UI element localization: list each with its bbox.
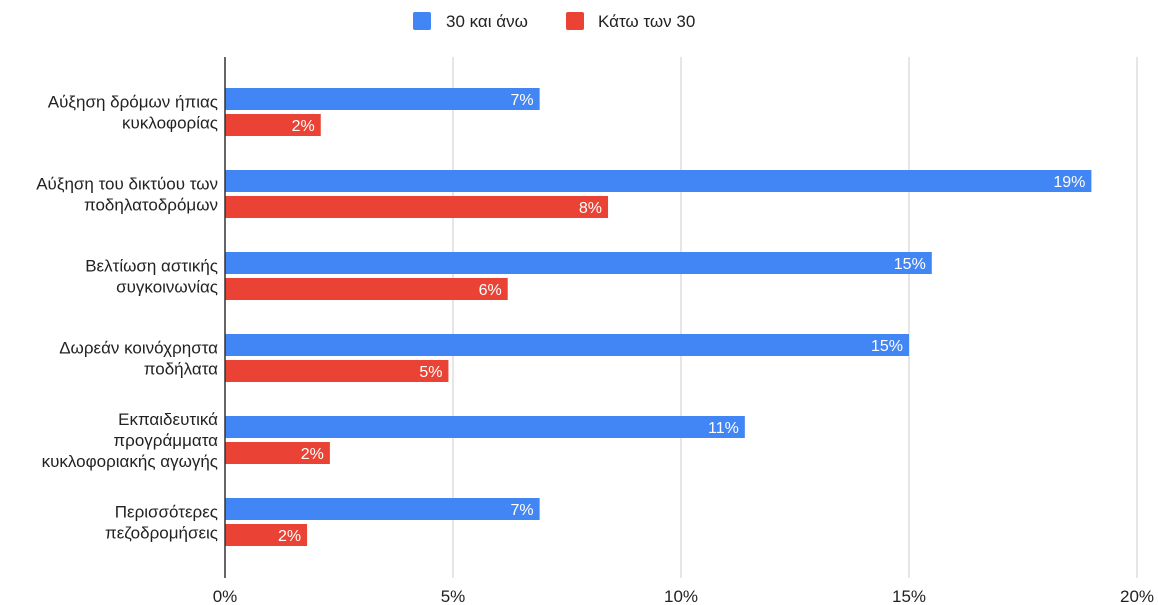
bar	[225, 170, 1092, 192]
bar-value-label: 5%	[419, 364, 442, 381]
category-label-line: Δωρεάν κοινόχρηστα	[59, 339, 218, 358]
category-label-line: Βελτίωση αστικής	[85, 257, 218, 276]
bar	[225, 498, 540, 520]
bar	[225, 88, 540, 110]
bar	[225, 196, 609, 218]
bar-value-label: 7%	[511, 502, 534, 519]
category-label: Βελτίωση αστικής συγκοινωνίας	[85, 257, 218, 297]
x-tick-label: 0%	[213, 587, 238, 605]
bar	[225, 416, 745, 438]
bar-value-label: 19%	[1053, 174, 1085, 191]
bar	[225, 114, 321, 136]
x-tick-labels: 0% 5% 10% 15% 20%	[213, 587, 1154, 605]
legend: 30 και άνω Κάτω των 30	[413, 12, 695, 31]
legend-swatch	[566, 12, 584, 30]
bar	[225, 252, 932, 274]
bar-value-label: 15%	[894, 256, 926, 273]
bar	[225, 442, 330, 464]
x-tick-label: 10%	[664, 587, 698, 605]
bars: 7% 2% 19% 8% 15% 6% 15% 5% 11% 2% 7% 2%	[225, 88, 1092, 546]
bar-value-label: 6%	[479, 282, 502, 299]
bar-value-label: 2%	[292, 118, 315, 135]
category-labels: Αύξηση δρόμων ήπιας κυκλοφορίας Αύξηση του…	[36, 93, 218, 543]
legend-swatch	[413, 12, 431, 30]
category-label-line: κυκλοφοριακής αγωγής	[42, 452, 218, 471]
legend-label: 30 και άνω	[446, 12, 528, 31]
category-label-line: κυκλοφορίας	[122, 114, 218, 133]
bar-value-label: 15%	[871, 338, 903, 355]
bar	[225, 334, 909, 356]
bar-value-label: 11%	[708, 420, 739, 437]
category-label-line: Αύξηση δρόμων ήπιας	[48, 93, 218, 112]
x-tick-label: 15%	[892, 587, 926, 605]
category-label-line: Εκπαιδευτικά	[118, 410, 218, 429]
bar	[225, 278, 508, 300]
category-label-line: Αύξηση του δικτύου των	[36, 175, 218, 194]
legend-label: Κάτω των 30	[598, 12, 695, 31]
bar-value-label: 2%	[301, 446, 324, 463]
category-label: Αύξηση δρόμων ήπιας κυκλοφορίας	[48, 93, 218, 133]
category-label-line: προγράμματα	[113, 431, 218, 450]
category-label: Περισσότερες πεζοδρομήσεις	[105, 503, 218, 543]
category-label-line: συγκοινωνίας	[116, 278, 218, 297]
bar-value-label: 8%	[579, 200, 602, 217]
category-label-line: ποδήλατα	[144, 360, 218, 379]
category-label-line: Περισσότερες	[115, 503, 218, 522]
bar	[225, 360, 449, 382]
x-tick-label: 20%	[1120, 587, 1154, 605]
category-label-line: ποδηλατοδρόμων	[84, 196, 218, 215]
bar	[225, 524, 308, 546]
category-label: Δωρεάν κοινόχρηστα ποδήλατα	[59, 339, 218, 379]
category-label: Αύξηση του δικτύου των ποδηλατοδρόμων	[36, 175, 218, 215]
bar-value-label: 7%	[511, 92, 534, 109]
category-label-line: πεζοδρομήσεις	[105, 524, 218, 543]
x-tick-label: 5%	[441, 587, 466, 605]
bar-value-label: 2%	[278, 528, 301, 545]
gridlines	[452, 57, 1138, 578]
category-label: Εκπαιδευτικά προγράμματα κυκλοφοριακής αγω…	[42, 410, 219, 471]
